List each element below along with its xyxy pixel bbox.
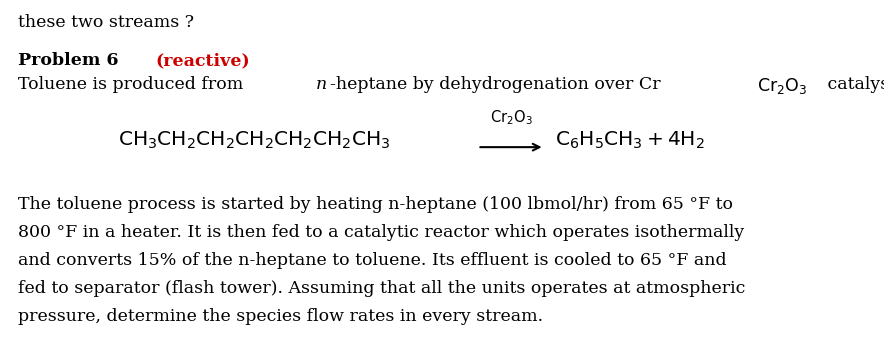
Text: fed to separator (flash tower). Assuming that all the units operates at atmosphe: fed to separator (flash tower). Assuming… xyxy=(18,280,745,297)
Text: catalyst:: catalyst: xyxy=(822,76,884,93)
Text: $\mathregular{C_6H_5CH_3 + 4H_2}$: $\mathregular{C_6H_5CH_3 + 4H_2}$ xyxy=(555,130,705,151)
Text: 800 °F in a heater. It is then fed to a catalytic reactor which operates isother: 800 °F in a heater. It is then fed to a … xyxy=(18,224,744,241)
Text: Problem 6: Problem 6 xyxy=(18,52,125,69)
Text: (reactive): (reactive) xyxy=(156,52,250,69)
Text: $\mathregular{Cr_2O_3}$: $\mathregular{Cr_2O_3}$ xyxy=(490,108,532,127)
Text: The toluene process is started by heating n-heptane (100 lbmol/hr) from 65 °F to: The toluene process is started by heatin… xyxy=(18,196,733,213)
Text: these two streams ?: these two streams ? xyxy=(18,14,194,31)
Text: n: n xyxy=(316,76,327,93)
Text: -heptane by dehydrogenation over Cr: -heptane by dehydrogenation over Cr xyxy=(331,76,661,93)
Text: pressure, determine the species flow rates in every stream.: pressure, determine the species flow rat… xyxy=(18,308,543,325)
Text: Toluene is produced from: Toluene is produced from xyxy=(18,76,248,93)
Text: $\mathregular{CH_3CH_2CH_2CH_2CH_2CH_2CH_3}$: $\mathregular{CH_3CH_2CH_2CH_2CH_2CH_2CH… xyxy=(118,130,391,151)
Text: $\mathregular{Cr_2O_3}$: $\mathregular{Cr_2O_3}$ xyxy=(757,76,807,96)
Text: and converts 15% of the n-heptane to toluene. Its effluent is cooled to 65 °F an: and converts 15% of the n-heptane to tol… xyxy=(18,252,727,269)
